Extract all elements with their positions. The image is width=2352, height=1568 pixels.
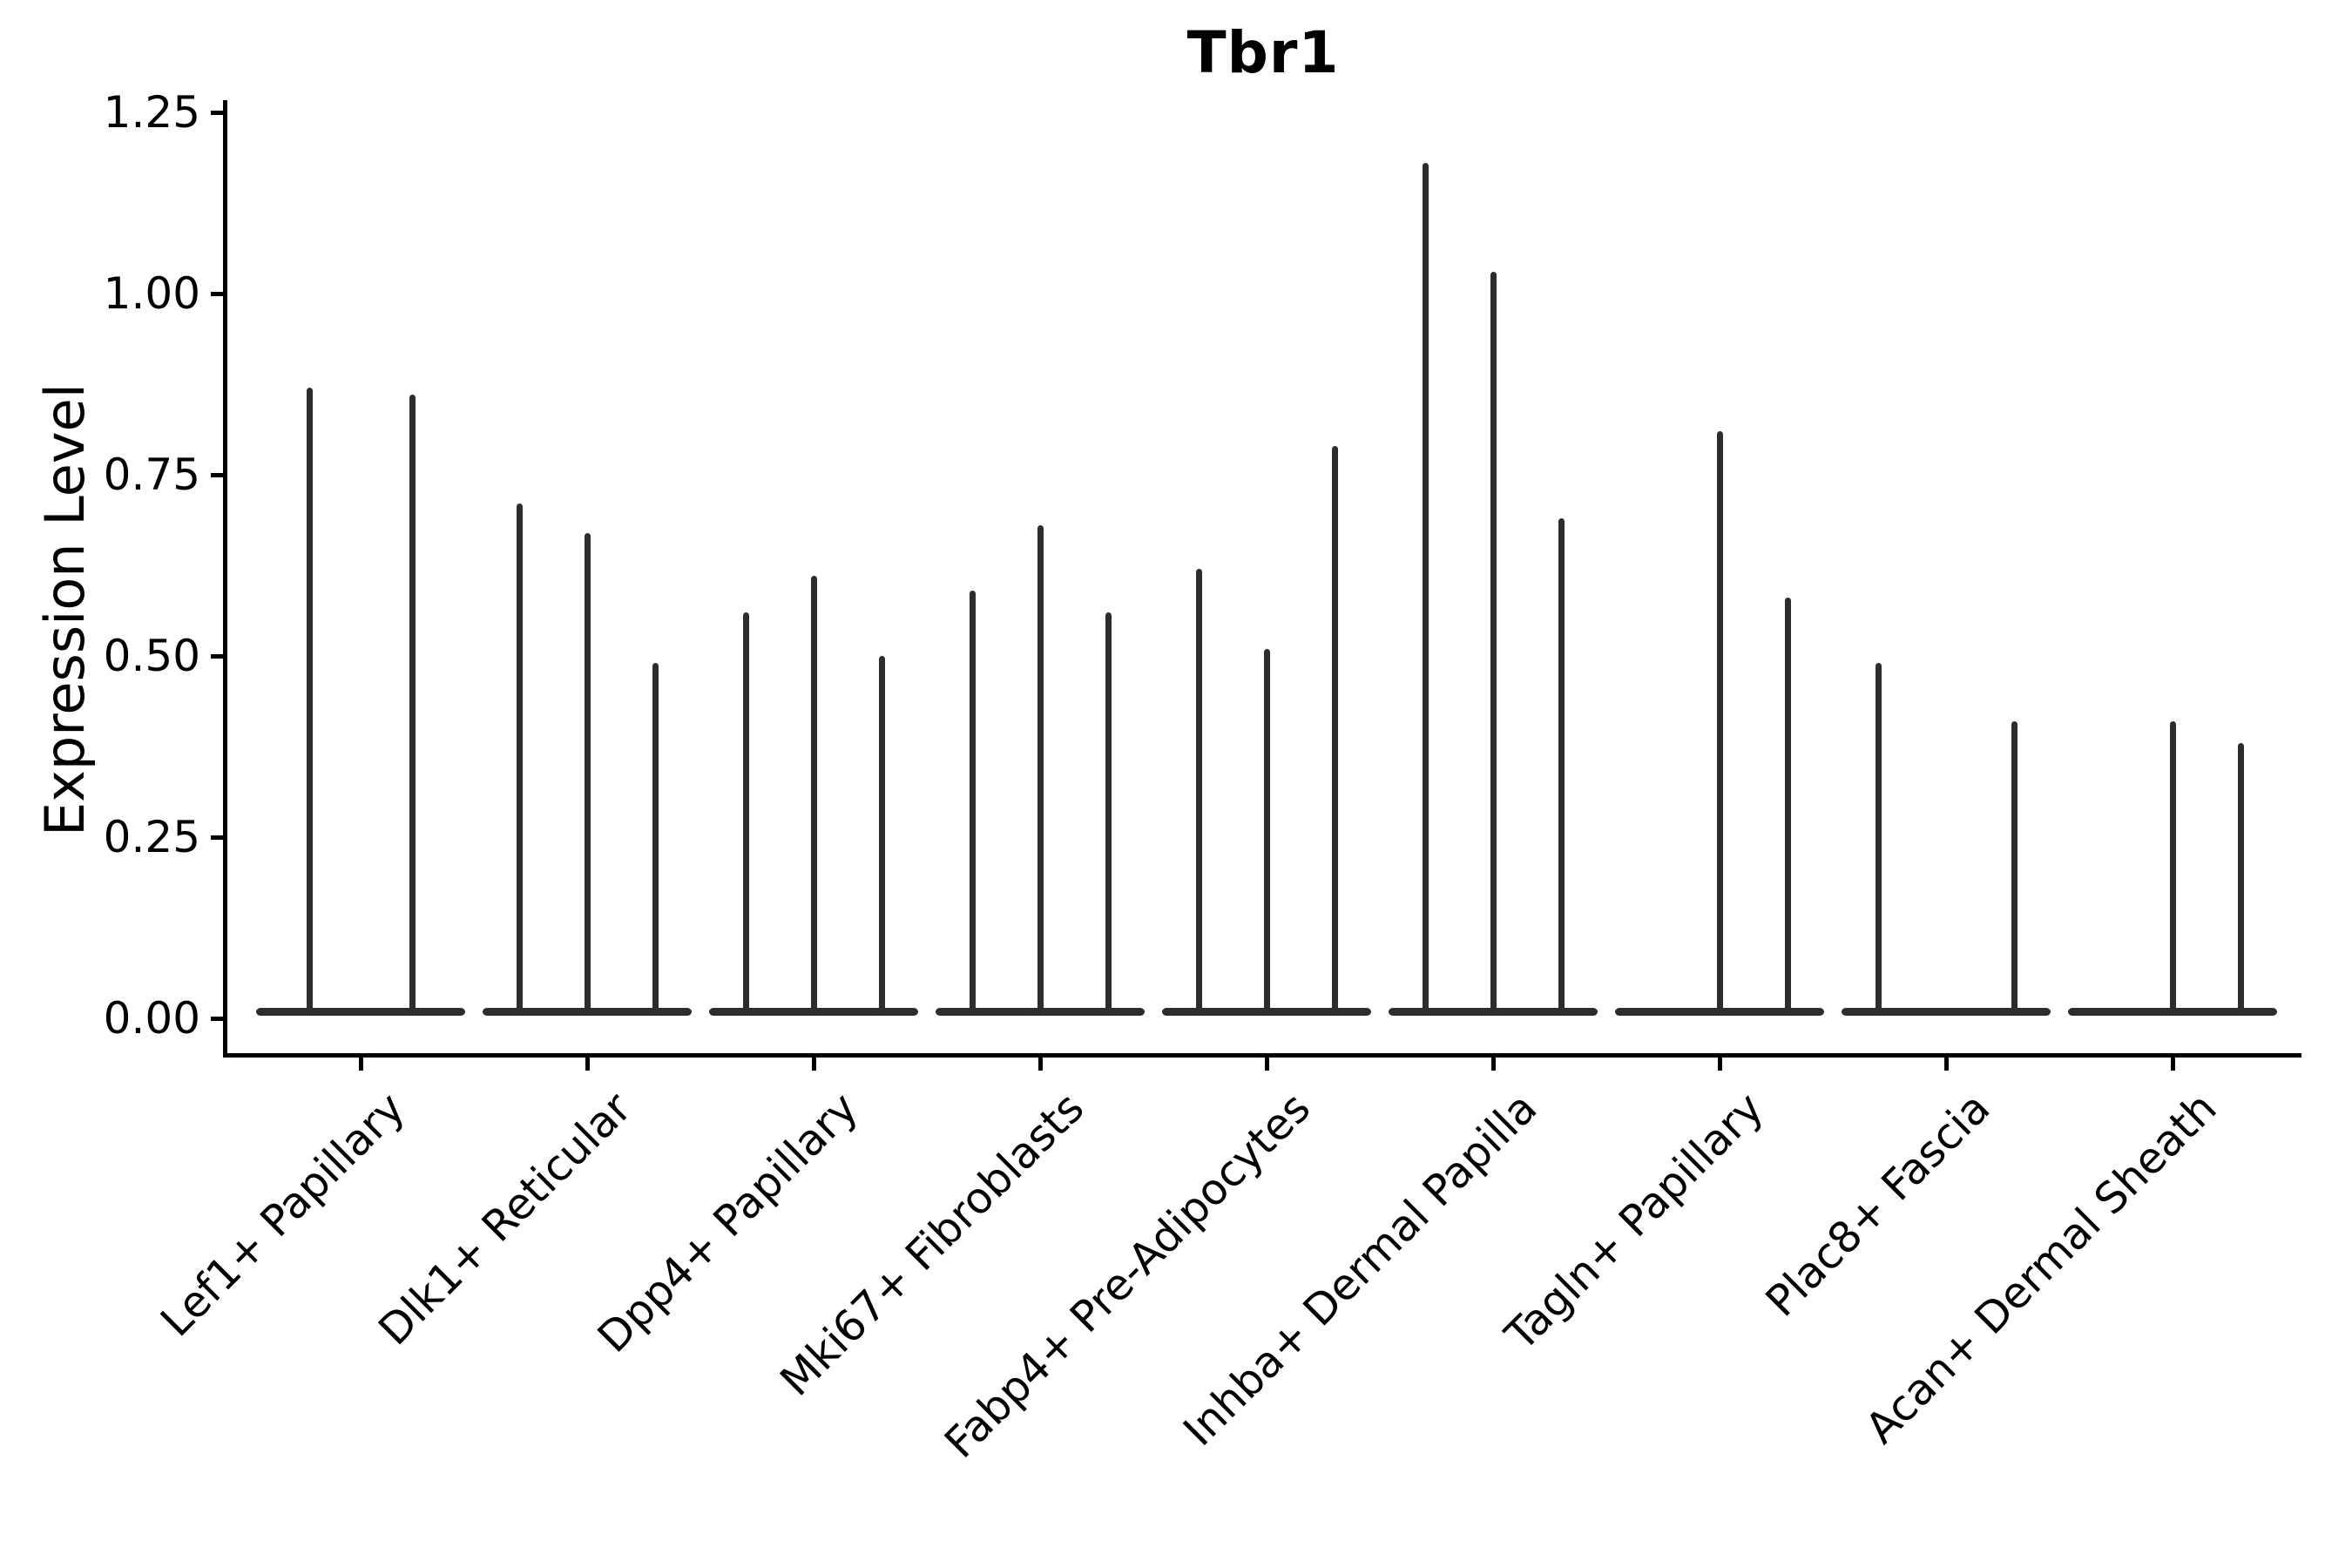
y-tick-label: 1.00: [103, 268, 200, 319]
y-tick-mark: [211, 111, 225, 115]
x-tick-mark: [585, 1056, 590, 1071]
y-tick-label: 0.00: [103, 993, 200, 1044]
x-tick-mark: [1718, 1056, 1722, 1071]
y-tick-mark: [211, 654, 225, 659]
y-tick-mark: [211, 1017, 225, 1021]
y-tick-label: 0.75: [103, 449, 200, 500]
violin-spike: [2011, 721, 2017, 1014]
y-axis-spine: [223, 100, 227, 1058]
violin-spike: [517, 504, 523, 1014]
violin-spike: [970, 591, 976, 1014]
violin-spike: [1876, 663, 1882, 1014]
violin-spike: [879, 656, 885, 1014]
violin-spike: [2238, 743, 2244, 1014]
violin-spike: [1332, 446, 1338, 1014]
violin-spike: [585, 533, 591, 1014]
violin-base: [256, 1008, 465, 1016]
violin-spike: [1717, 431, 1723, 1014]
violin-spike: [1490, 272, 1497, 1014]
violin-spike: [1196, 569, 1202, 1014]
x-axis-spine: [223, 1053, 2301, 1058]
y-tick-mark: [211, 292, 225, 296]
y-tick-mark: [211, 835, 225, 840]
y-tick-label: 1.25: [103, 87, 200, 138]
x-tick-mark: [2171, 1056, 2175, 1071]
y-tick-label: 0.25: [103, 812, 200, 862]
violin-spike: [307, 388, 313, 1014]
x-tick-mark: [359, 1056, 363, 1071]
x-tick-mark: [1491, 1056, 1496, 1071]
violin-spike: [743, 612, 749, 1014]
violin-base: [1842, 1008, 2051, 1016]
violin-spike: [1264, 649, 1270, 1014]
x-tick-mark: [812, 1056, 816, 1071]
violin-spike: [1037, 525, 1044, 1014]
y-tick-mark: [211, 473, 225, 477]
violin-spike: [409, 395, 416, 1014]
x-tick-mark: [1038, 1056, 1043, 1071]
x-tick-mark: [1265, 1056, 1269, 1071]
violin-spike: [1105, 612, 1112, 1014]
violin-spike: [2170, 721, 2176, 1014]
violin-spike: [652, 663, 659, 1014]
violin-spike: [811, 576, 817, 1014]
x-tick-label: Plac8+ Fascia: [1756, 1083, 2000, 1327]
plot-title: Tbr1: [1186, 19, 1340, 86]
violin-spike: [1423, 163, 1429, 1014]
x-tick-label: Fabp4+ Pre-Adipocytes: [935, 1083, 1321, 1468]
violin-spike: [1558, 518, 1565, 1014]
violin-spike: [1785, 598, 1791, 1014]
x-tick-mark: [1944, 1056, 1949, 1071]
y-tick-label: 0.50: [103, 631, 200, 681]
x-tick-label: Lef1+ Papillary: [151, 1083, 415, 1347]
